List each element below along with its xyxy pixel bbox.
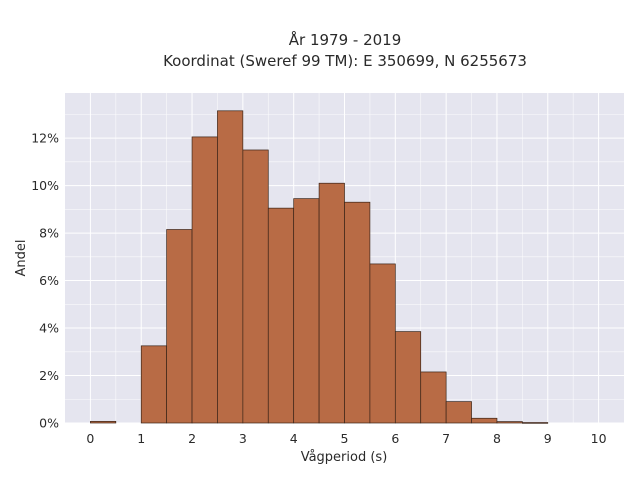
y-tick-label: 4% [39, 321, 59, 336]
bars-group [90, 110, 549, 424]
histogram-bar [267, 207, 295, 424]
histogram-bar [369, 263, 396, 424]
x-tick-label: 2 [188, 431, 196, 446]
histogram-bar [217, 110, 244, 424]
x-tick-label: 7 [442, 431, 450, 446]
chart-title-line1: År 1979 - 2019 [289, 30, 402, 49]
y-axis-label: Andel [14, 240, 29, 277]
histogram-bar [90, 420, 117, 424]
histogram-bar [242, 149, 269, 424]
x-tick-label: 10 [591, 431, 607, 446]
histogram-bar [394, 331, 422, 424]
x-tick-label: 8 [493, 431, 501, 446]
histogram-bar [318, 182, 345, 424]
histogram-bar [471, 417, 498, 424]
x-tick-label: 9 [544, 431, 552, 446]
histogram-bar [140, 345, 167, 424]
x-axis-label: Vågperiod (s) [301, 450, 388, 465]
y-tick-label: 6% [39, 273, 59, 288]
histogram-bar [420, 371, 447, 424]
histogram-bar [293, 198, 320, 424]
x-tick-label: 6 [391, 431, 399, 446]
x-tick-label: 3 [239, 431, 247, 446]
y-axis-ticks: 0% 2% 4% 6% 8% 10% 12% [31, 131, 59, 431]
chart-title-line2: Koordinat (Sweref 99 TM): E 350699, N 62… [163, 52, 527, 70]
y-tick-label: 8% [39, 226, 59, 241]
histogram-bar [344, 201, 371, 424]
x-axis-ticks: 0 1 2 3 4 5 6 7 8 9 10 [86, 431, 606, 446]
histogram-bar [496, 421, 523, 424]
y-tick-label: 0% [39, 416, 59, 431]
histogram-bar [191, 136, 218, 424]
x-tick-label: 1 [137, 431, 145, 446]
histogram-bar [522, 422, 549, 424]
x-tick-label: 5 [341, 431, 349, 446]
y-tick-label: 12% [31, 131, 59, 146]
histogram-bar [445, 401, 472, 424]
x-tick-label: 0 [86, 431, 94, 446]
x-tick-label: 4 [290, 431, 298, 446]
y-tick-label: 10% [31, 178, 59, 193]
histogram-bar [166, 229, 193, 424]
y-tick-label: 2% [39, 368, 59, 383]
